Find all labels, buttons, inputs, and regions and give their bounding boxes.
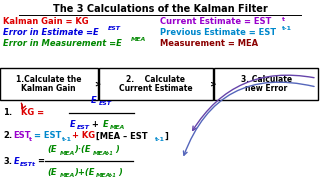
Text: (E: (E [47, 168, 57, 177]
Text: t-1: t-1 [109, 173, 116, 178]
Text: Previous Estimate = EST: Previous Estimate = EST [160, 28, 276, 37]
Text: 3.: 3. [3, 157, 12, 166]
FancyBboxPatch shape [99, 68, 213, 100]
Text: t: t [29, 137, 32, 142]
Text: MEA: MEA [109, 125, 125, 130]
Text: Current Estimate: Current Estimate [119, 84, 193, 93]
Text: Error in Measurement =E: Error in Measurement =E [3, 39, 122, 48]
Text: EST: EST [99, 101, 112, 106]
Text: E: E [70, 120, 76, 129]
Text: KG =: KG = [21, 108, 44, 117]
Text: Current Estimate = EST: Current Estimate = EST [160, 17, 271, 26]
Text: MEA: MEA [131, 37, 146, 42]
Text: EST: EST [13, 131, 31, 140]
Text: EST: EST [20, 162, 33, 167]
Text: EST: EST [108, 26, 121, 31]
Text: ): ) [116, 145, 119, 154]
Text: (E: (E [47, 145, 57, 154]
Text: new Error: new Error [245, 84, 288, 93]
Text: EST: EST [77, 125, 90, 130]
Text: E: E [13, 157, 19, 166]
Text: )+(E: )+(E [74, 168, 94, 177]
Text: t-1: t-1 [62, 137, 72, 142]
Text: Kalman Gain = KG: Kalman Gain = KG [3, 17, 89, 26]
Text: Kalman Gain: Kalman Gain [21, 84, 76, 93]
Text: MEA: MEA [60, 151, 75, 156]
Text: MEA: MEA [96, 173, 111, 178]
Text: t-1: t-1 [155, 137, 165, 142]
Text: = EST: = EST [34, 131, 61, 140]
Text: +: + [89, 120, 102, 129]
Text: t-1: t-1 [282, 26, 292, 31]
Text: MEA: MEA [93, 151, 108, 156]
FancyBboxPatch shape [214, 68, 318, 100]
Text: [MEA – EST: [MEA – EST [93, 131, 148, 140]
Text: Error in Estimate =E: Error in Estimate =E [3, 28, 99, 37]
Text: t: t [282, 17, 285, 22]
Text: t-1: t-1 [106, 151, 114, 156]
FancyBboxPatch shape [0, 68, 98, 100]
Text: t: t [31, 162, 34, 167]
Text: 2.: 2. [3, 131, 12, 140]
Text: )·(E: )·(E [74, 145, 91, 154]
Text: ]: ] [165, 131, 169, 140]
Text: Measurement = MEA: Measurement = MEA [160, 39, 258, 48]
Text: E: E [102, 120, 108, 129]
Text: MEA: MEA [60, 173, 75, 178]
Text: 2.    Calculate: 2. Calculate [126, 75, 186, 84]
Text: E: E [91, 96, 97, 105]
Text: The 3 Calculations of the Kalman Filter: The 3 Calculations of the Kalman Filter [52, 4, 268, 14]
Text: ): ) [118, 168, 122, 177]
Text: =: = [37, 157, 44, 166]
Text: 3. Calculate: 3. Calculate [241, 75, 292, 84]
Text: 1.: 1. [3, 108, 12, 117]
Text: + KG: + KG [72, 131, 95, 140]
Text: 1.Calculate the: 1.Calculate the [16, 75, 82, 84]
